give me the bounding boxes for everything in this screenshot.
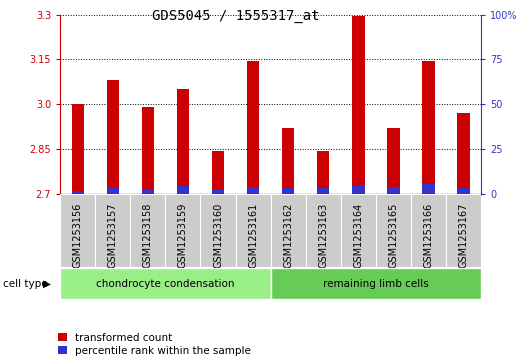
Bar bbox=[247, 61, 259, 194]
Bar bbox=[458, 188, 470, 194]
Bar bbox=[271, 194, 306, 267]
Bar bbox=[95, 194, 130, 267]
Bar bbox=[376, 194, 411, 267]
Text: GSM1253156: GSM1253156 bbox=[73, 203, 83, 268]
Text: GDS5045 / 1555317_at: GDS5045 / 1555317_at bbox=[152, 9, 319, 23]
Text: GSM1253157: GSM1253157 bbox=[108, 203, 118, 268]
Bar bbox=[388, 128, 400, 194]
Bar bbox=[212, 189, 224, 194]
Bar bbox=[352, 185, 365, 194]
Bar bbox=[235, 194, 271, 267]
Bar bbox=[142, 107, 154, 194]
Bar bbox=[341, 194, 376, 267]
Bar bbox=[107, 80, 119, 194]
Text: GSM1253165: GSM1253165 bbox=[389, 203, 399, 268]
Bar bbox=[352, 16, 365, 194]
Bar bbox=[388, 187, 400, 194]
Bar bbox=[423, 61, 435, 194]
Bar bbox=[60, 194, 95, 267]
Text: GSM1253159: GSM1253159 bbox=[178, 203, 188, 268]
Text: remaining limb cells: remaining limb cells bbox=[323, 278, 429, 289]
Text: ▶: ▶ bbox=[43, 278, 51, 289]
Bar bbox=[247, 187, 259, 194]
Bar bbox=[411, 194, 446, 267]
Text: GSM1253161: GSM1253161 bbox=[248, 203, 258, 268]
Bar bbox=[317, 151, 329, 194]
Bar bbox=[446, 194, 481, 267]
Bar bbox=[200, 194, 235, 267]
Text: cell type: cell type bbox=[3, 278, 47, 289]
Bar bbox=[271, 268, 481, 299]
Text: GSM1253158: GSM1253158 bbox=[143, 203, 153, 268]
Bar bbox=[212, 151, 224, 194]
Bar bbox=[458, 113, 470, 194]
Bar bbox=[142, 189, 154, 194]
Bar bbox=[60, 268, 271, 299]
Bar bbox=[282, 128, 294, 194]
Bar bbox=[130, 194, 165, 267]
Bar bbox=[165, 194, 200, 267]
Bar bbox=[282, 188, 294, 194]
Legend: transformed count, percentile rank within the sample: transformed count, percentile rank withi… bbox=[58, 333, 251, 356]
Bar bbox=[177, 186, 189, 194]
Text: GSM1253167: GSM1253167 bbox=[459, 203, 469, 268]
Bar bbox=[107, 187, 119, 194]
Text: GSM1253166: GSM1253166 bbox=[424, 203, 434, 268]
Bar bbox=[72, 191, 84, 194]
Text: GSM1253164: GSM1253164 bbox=[354, 203, 363, 268]
Text: GSM1253162: GSM1253162 bbox=[283, 203, 293, 268]
Text: GSM1253163: GSM1253163 bbox=[319, 203, 328, 268]
Bar bbox=[423, 184, 435, 194]
Bar bbox=[306, 194, 341, 267]
Text: GSM1253160: GSM1253160 bbox=[213, 203, 223, 268]
Bar bbox=[317, 188, 329, 194]
Text: chondrocyte condensation: chondrocyte condensation bbox=[96, 278, 235, 289]
Bar bbox=[177, 89, 189, 194]
Bar bbox=[72, 104, 84, 194]
